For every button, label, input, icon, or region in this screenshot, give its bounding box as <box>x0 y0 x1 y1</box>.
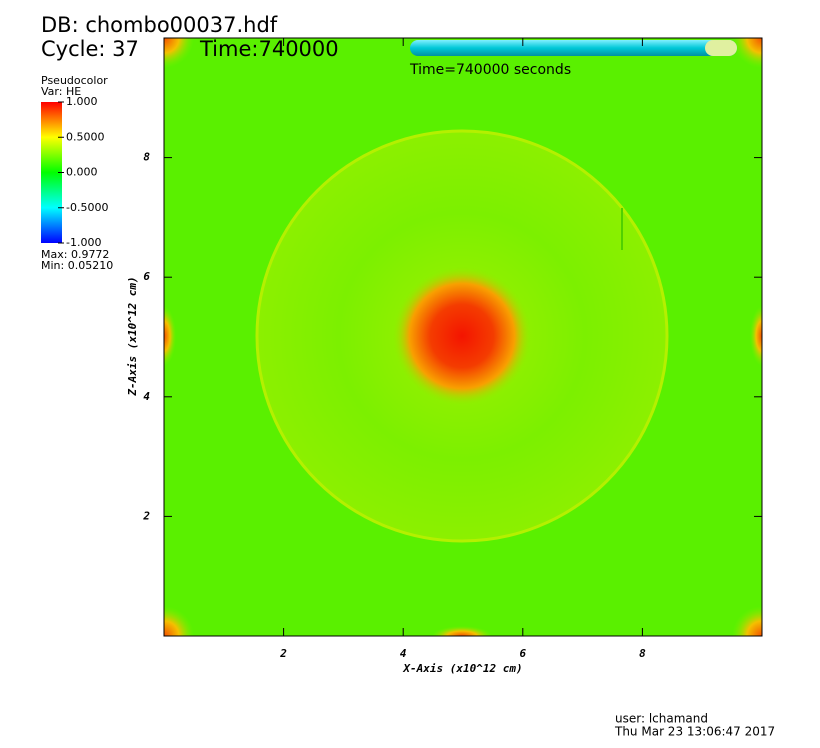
field <box>164 38 762 636</box>
slider-label: Time=740000 seconds <box>409 62 571 78</box>
y-tick-label: 8 <box>143 151 150 164</box>
time-slider <box>410 40 737 56</box>
legend-tick-label: 1.000 <box>66 95 98 108</box>
legend-min: Min: 0.05210 <box>41 259 113 272</box>
y-axis-label: Z-Axis (x10^12 cm) <box>126 276 139 396</box>
legend-tick-label: -0.5000 <box>66 201 108 214</box>
user: user: lchamand <box>615 712 708 726</box>
legend-var: Var: HE <box>41 85 81 98</box>
legend-tick-label: -1.000 <box>66 236 101 249</box>
x-axis-label: X-Axis (x10^12 cm) <box>402 662 522 675</box>
date: Thu Mar 23 13:06:47 2017 <box>614 725 775 739</box>
colorbar <box>41 102 62 243</box>
time-label: Time:740000 <box>199 37 339 61</box>
time-slider-end <box>705 40 737 56</box>
legend-max: Max: 0.9772 <box>41 248 109 261</box>
x-tick-label: 8 <box>639 647 646 660</box>
y-tick-label: 2 <box>142 509 150 522</box>
x-tick-label: 4 <box>400 647 407 660</box>
x-tick-label: 6 <box>519 647 526 660</box>
y-tick-label: 4 <box>143 390 150 403</box>
cycle-label: Cycle: 37 <box>41 37 139 61</box>
legend-tick-label: 0.5000 <box>66 130 105 143</box>
x-tick-label: 2 <box>279 647 287 660</box>
legend-title: Pseudocolor <box>41 74 108 87</box>
db-label: DB: chombo00037.hdf <box>41 13 278 37</box>
y-tick-label: 6 <box>143 270 150 283</box>
plot-frame <box>163 37 763 637</box>
legend-tick-label: 0.000 <box>66 166 98 179</box>
